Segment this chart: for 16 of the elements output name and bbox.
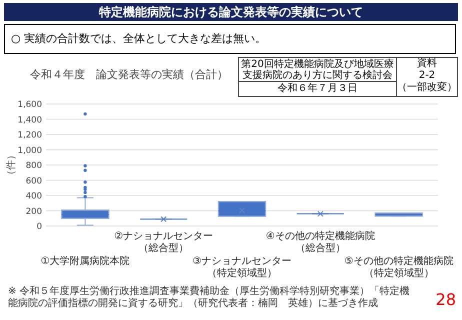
y-tick-label: 800 [26,161,42,171]
annotation: ○ 実績の合計数では、全体として大きな差は無い。 [4,24,456,54]
y-tick-label: 400 [26,192,42,202]
y-tick-label: 1,200 [18,130,42,140]
y-tick-label: 1,000 [18,146,42,156]
ylabel: （件） [6,150,17,180]
y-tick-label: 1,400 [18,115,42,126]
y-tick-label: 600 [26,176,42,186]
y-tick-label: 0 [36,222,42,232]
annotation: ※ 令和５年度厚生労働行政推進調査事業費補助金（厚生労働科学特別研究事業）「特定機能病院の評価指標の開発に資する研究」（研究代表者：楠岡 英雄）に基づき作成 [8,286,411,310]
y-tick-label: 200 [26,206,42,217]
subtitle: 令和４年度 論文発表等の実績（合計） [30,68,228,81]
stamp: 第20回特定機能病院及び地域医療支援病院のあり方に関する検討会 令和６年７月３日 資料 2-2 （一部改変） [238,57,458,97]
y-tick-label: 1,600 [18,100,42,110]
title: 特定機能病院における論文発表等の実績について [4,3,458,21]
annotation: 28 [434,290,456,309]
